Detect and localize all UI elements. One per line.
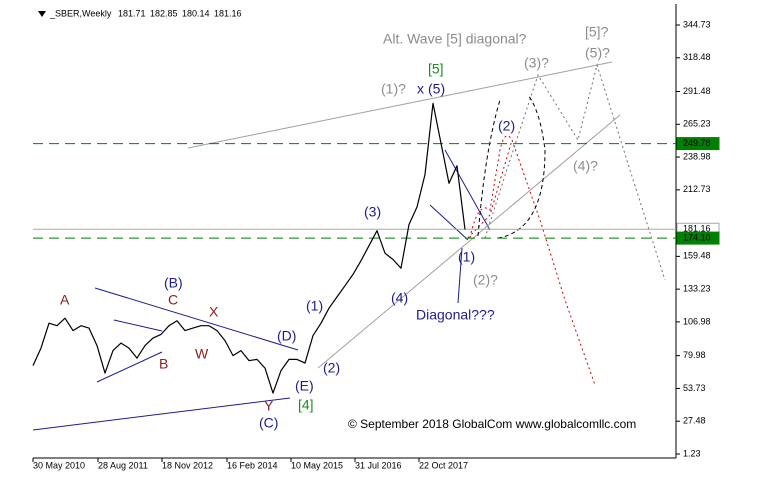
trend-lines	[32, 61, 666, 431]
price-label: 249.78	[683, 138, 711, 148]
annotation: B	[159, 356, 168, 372]
annotation: (2)?	[473, 272, 498, 288]
y-tick-label: 1.23	[683, 448, 701, 458]
annotation: X	[209, 304, 219, 320]
trend-line	[94, 287, 299, 351]
trend-line	[32, 397, 291, 431]
y-tick-label: 159.48	[683, 251, 711, 261]
annotation: (3)?	[524, 55, 549, 71]
projection-path	[484, 63, 666, 281]
x-tick-label: 28 Aug 2011	[98, 460, 148, 470]
channel-line	[187, 61, 613, 149]
annotation: (3)	[364, 204, 381, 220]
annotation: [5]?	[585, 24, 609, 40]
annotation: (1)?	[381, 81, 406, 97]
annotation: (1)	[458, 249, 475, 265]
annotation: (E)	[295, 378, 314, 394]
annotation: C	[168, 292, 178, 308]
y-tick-label: 212.73	[683, 184, 711, 194]
price-label: 181.16	[683, 224, 711, 234]
projection-path	[469, 135, 513, 239]
trend-line	[444, 149, 491, 231]
annotation: (D)	[277, 328, 296, 344]
annotation: [5]	[428, 61, 444, 77]
annotation: A	[60, 292, 70, 308]
open: 181.71	[118, 8, 146, 18]
annotation: [4]	[298, 397, 314, 413]
low: 180.14	[182, 8, 210, 18]
x-tick-label: 16 Feb 2014	[227, 460, 278, 470]
y-tick-label: 106.98	[683, 316, 711, 326]
price-line-series	[32, 102, 466, 394]
annotation: (5)?	[585, 45, 610, 61]
y-tick-label: 133.23	[683, 284, 711, 294]
y-tick-label: 291.48	[683, 86, 711, 96]
menu-icon[interactable]	[38, 11, 46, 17]
annotation: Alt. Wave [5] diagonal?	[383, 31, 527, 47]
trend-line	[96, 351, 163, 383]
annotation: (B)	[164, 275, 183, 291]
y-tick-label: 27.48	[683, 416, 706, 426]
trend-line	[429, 204, 469, 241]
x-tick-label: 30 May 2010	[33, 460, 85, 470]
x-tick-label: 10 May 2015	[291, 460, 343, 470]
y-tick-label: 265.23	[683, 119, 711, 129]
annotation: (C)	[259, 415, 278, 431]
projection-path	[467, 138, 596, 386]
price-label: 174.10	[683, 232, 711, 242]
pointer-line	[457, 247, 463, 304]
copyright: © September 2018 GlobalCom www.globalcom…	[348, 417, 636, 431]
annotation: Y	[264, 398, 274, 414]
y-tick-label: 344.73	[683, 19, 711, 29]
high: 182.85	[150, 8, 178, 18]
x-tick-label: 18 Nov 2012	[162, 460, 213, 470]
y-tick-label: 238.98	[683, 151, 711, 161]
channel-line	[317, 114, 621, 369]
close: 181.16	[214, 8, 242, 18]
y-tick-label: 79.98	[683, 350, 706, 360]
price-box	[676, 137, 720, 151]
annotation: (4)	[391, 290, 408, 306]
x-tick-label: 31 Jul 2016	[355, 460, 402, 470]
annotation: (2)	[498, 118, 515, 134]
price-box	[676, 231, 720, 245]
y-tick-label: 53.73	[683, 383, 706, 393]
annotation: (2)	[323, 360, 340, 376]
annotation: Diagonal???	[416, 307, 495, 323]
y-tick-label: 318.48	[683, 52, 711, 62]
trend-line	[113, 319, 163, 332]
annotation: W	[195, 346, 209, 362]
x-tick-label: 22 Oct 2017	[419, 460, 468, 470]
annotation: x	[417, 81, 424, 97]
symbol: _SBER,Weekly	[49, 8, 112, 18]
annotation: (1)	[306, 298, 323, 314]
annotation: (5)	[428, 81, 445, 97]
annotation: (4)?	[573, 158, 598, 174]
